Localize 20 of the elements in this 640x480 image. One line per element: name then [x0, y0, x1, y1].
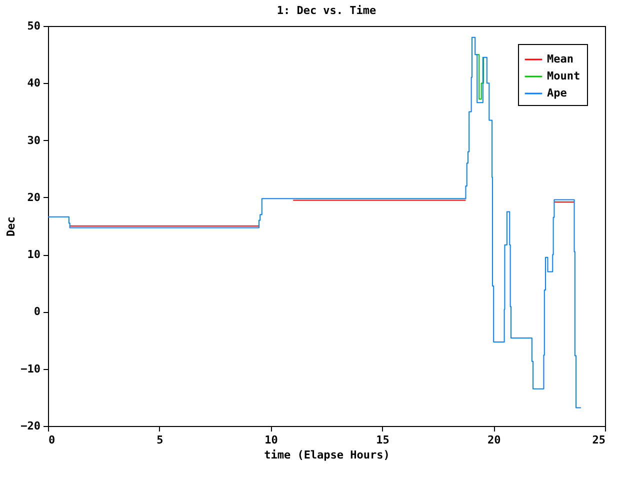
- y-tick-label: −10: [20, 362, 40, 376]
- y-tick-label: −20: [20, 420, 40, 432]
- x-axis-title: time (Elapse Hours): [264, 448, 390, 462]
- y-tick-label: 20: [27, 190, 40, 204]
- x-tick-label: 15: [376, 434, 390, 446]
- y-tick-label: 50: [27, 20, 40, 32]
- y-tick-label: 30: [27, 134, 40, 147]
- y-tick-label: 10: [27, 248, 40, 262]
- x-tick-label: 20: [487, 434, 501, 446]
- y-tick-label: 0: [34, 305, 40, 318]
- x-tick-label: 0: [48, 434, 56, 446]
- x-tick-label: 10: [264, 434, 278, 446]
- chart-title: 1: Dec vs. Time: [276, 4, 377, 17]
- legend-label: Ape: [547, 86, 568, 100]
- x-tick-label: 5: [156, 434, 164, 446]
- y-axis-title: Dec: [4, 216, 18, 236]
- legend-label: Mean: [547, 52, 574, 66]
- legend-label: Mount: [547, 70, 580, 82]
- x-tick-label: 25: [592, 434, 606, 446]
- y-tick-label: 40: [27, 76, 40, 90]
